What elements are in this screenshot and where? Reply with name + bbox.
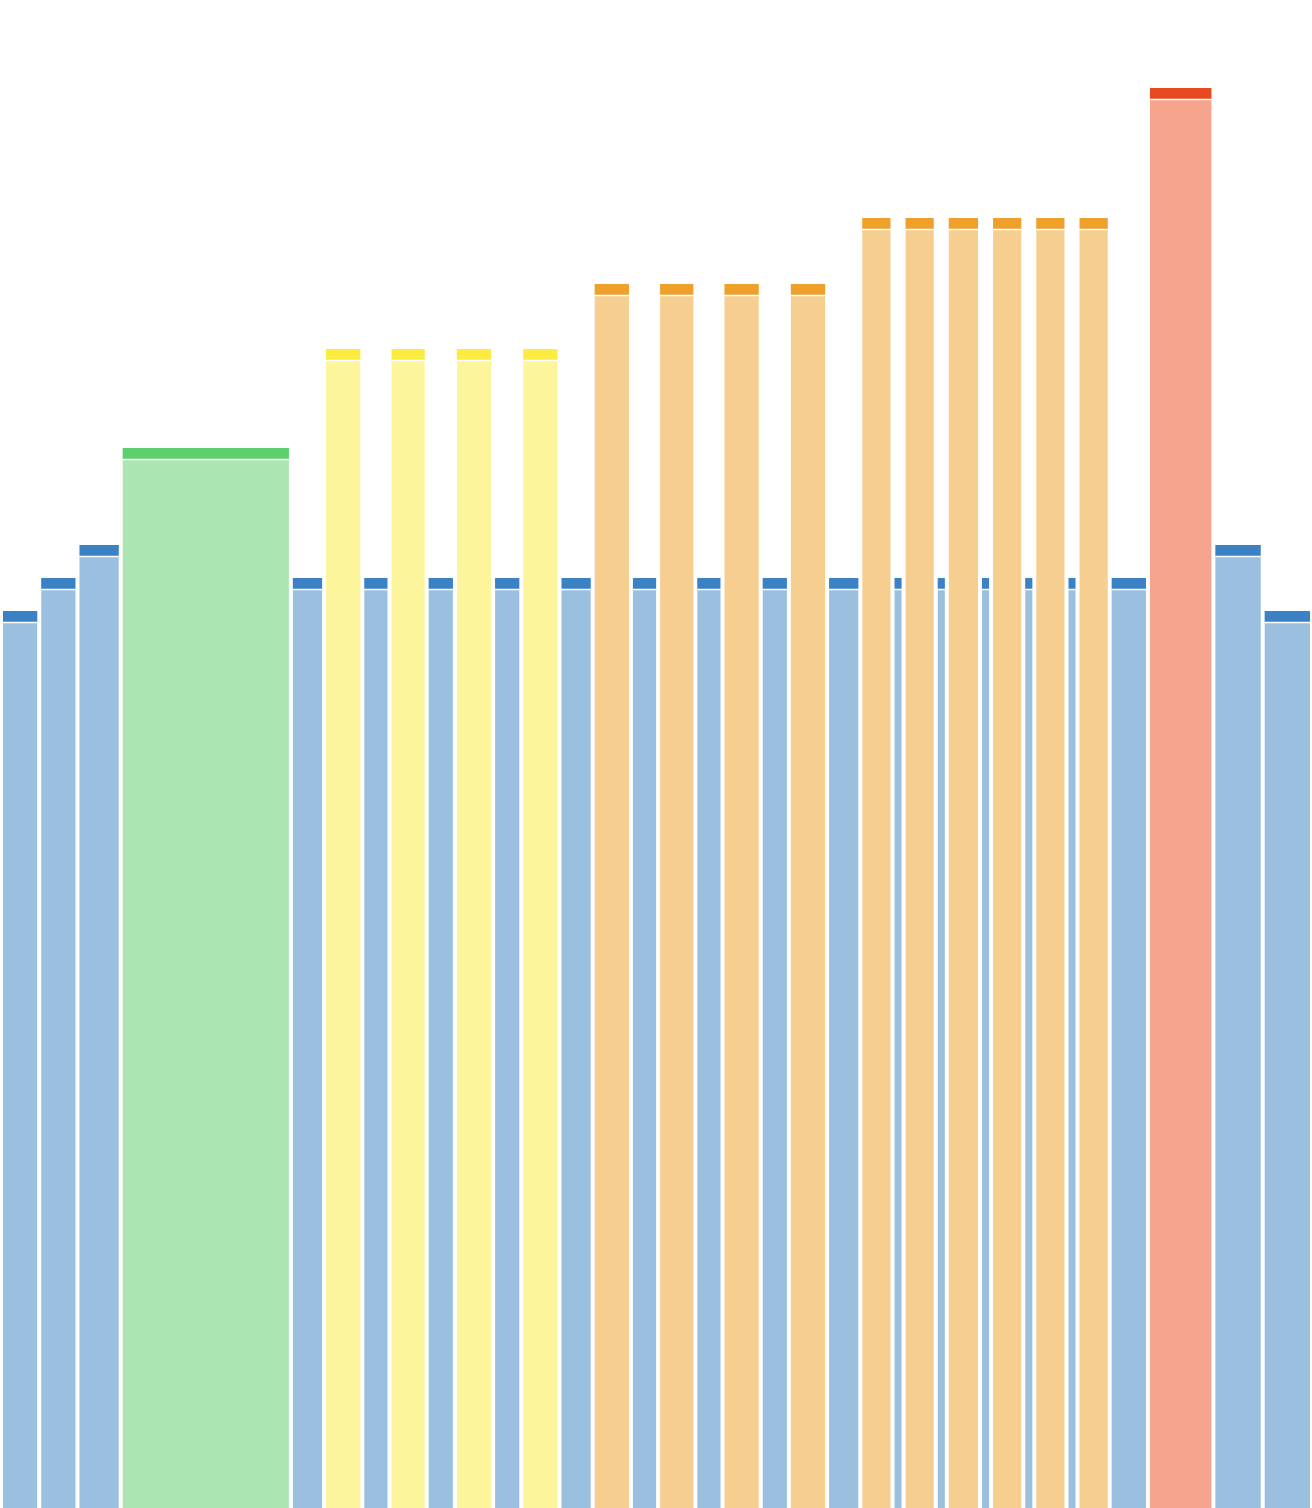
bar-cap: [1068, 578, 1076, 589]
bar: [993, 218, 1022, 1508]
bar: [1149, 88, 1212, 1508]
bar-cap: [1264, 611, 1310, 622]
bar-cap: [41, 578, 76, 589]
bar-cap: [1215, 545, 1261, 556]
bar: [1068, 578, 1076, 1508]
bar: [523, 349, 558, 1508]
bar-cap: [762, 578, 787, 589]
bar-cap: [697, 578, 721, 589]
bar-cap: [1036, 218, 1065, 229]
bar-cap: [894, 578, 902, 589]
bar-cap: [981, 578, 990, 589]
bar-cap: [456, 349, 492, 360]
bar: [981, 578, 990, 1508]
bar: [632, 578, 657, 1508]
bar-cap: [561, 578, 591, 589]
bar-cap: [829, 578, 859, 589]
bar: [1036, 218, 1065, 1508]
bar-cap: [724, 284, 759, 295]
bar: [391, 349, 425, 1508]
bar-cap: [993, 218, 1022, 229]
bar-cap: [1079, 218, 1108, 229]
bar-cap: [326, 349, 361, 360]
bar: [829, 578, 859, 1508]
bar: [364, 578, 388, 1508]
bar: [905, 218, 934, 1508]
bar-cap: [122, 448, 289, 459]
bar: [937, 578, 945, 1508]
bar-cap: [660, 284, 694, 295]
bar: [3, 611, 38, 1508]
bar: [697, 578, 721, 1508]
bar: [862, 218, 891, 1508]
bar: [1111, 578, 1146, 1508]
bar-cap: [632, 578, 657, 589]
bar: [1264, 611, 1310, 1508]
bar: [1215, 545, 1261, 1508]
bar-cap: [1149, 88, 1212, 99]
bar: [790, 284, 826, 1508]
bar-cap: [1025, 578, 1033, 589]
bar-cap: [937, 578, 945, 589]
bar: [1025, 578, 1033, 1508]
bar-cap: [862, 218, 891, 229]
bar-cap: [594, 284, 629, 295]
bar: [122, 448, 289, 1508]
bar: [326, 349, 361, 1508]
bar: [894, 578, 902, 1508]
bar: [948, 218, 978, 1508]
bar: [292, 578, 323, 1508]
bar-cap: [79, 545, 119, 556]
bar-cap: [428, 578, 453, 589]
bar-cap: [3, 611, 38, 622]
bar-cap: [292, 578, 323, 589]
bar: [456, 349, 492, 1508]
bar-cap: [905, 218, 934, 229]
bar: [79, 545, 119, 1508]
bar: [660, 284, 694, 1508]
bar-cap: [523, 349, 558, 360]
bar-cap: [1111, 578, 1146, 589]
bar-cap: [790, 284, 826, 295]
bar-cap: [948, 218, 978, 229]
bar: [724, 284, 759, 1508]
bar-cap: [364, 578, 388, 589]
bar: [594, 284, 629, 1508]
bar: [41, 578, 76, 1508]
bar: [495, 578, 520, 1508]
bar: [762, 578, 787, 1508]
bar-cap: [391, 349, 425, 360]
bar: [428, 578, 453, 1508]
bar-cap: [495, 578, 520, 589]
bar: [561, 578, 591, 1508]
bar: [1079, 218, 1108, 1508]
